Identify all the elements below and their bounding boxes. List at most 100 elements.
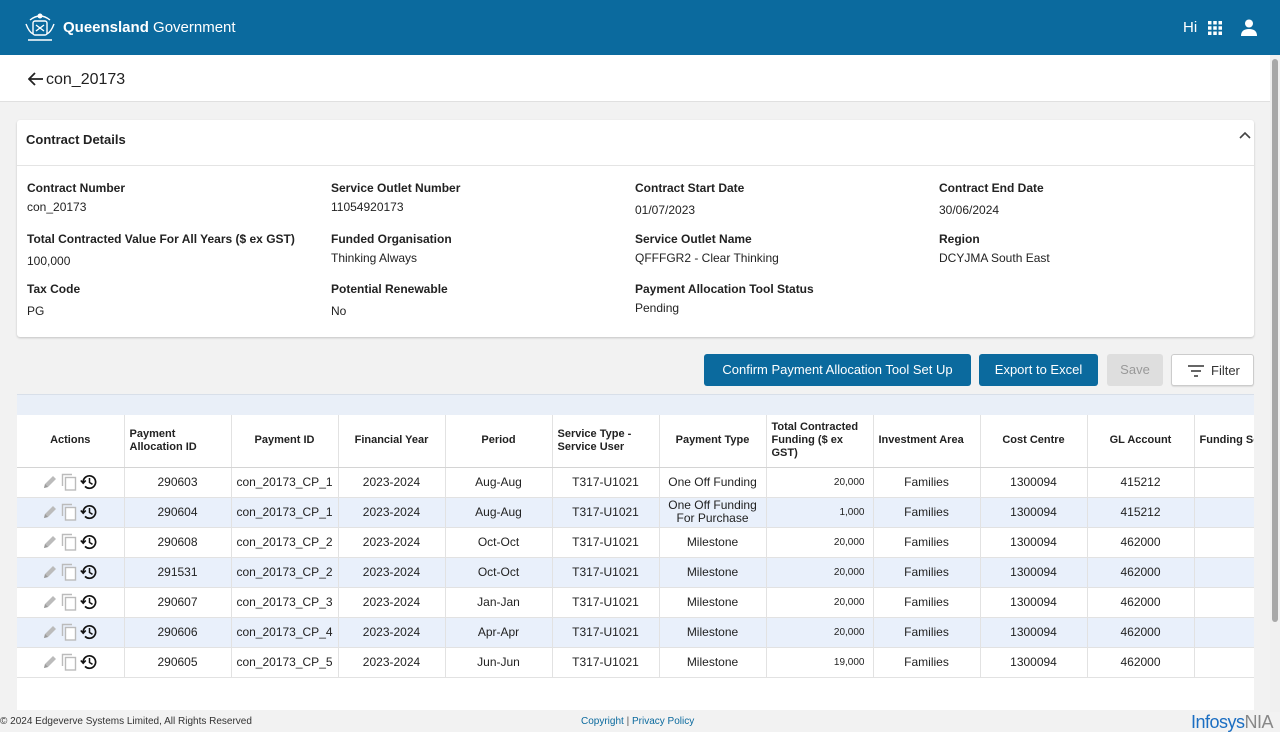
field-contract-start-date: Contract Start Date 01/07/2023 xyxy=(635,181,935,217)
payment-allocation-table: Actions Payment Allocation ID Payment ID… xyxy=(17,394,1254,710)
copyright-link[interactable]: Copyright xyxy=(581,716,624,727)
cell-total-funding: 20,000 xyxy=(766,527,874,558)
field-pat-status: Payment Allocation Tool Status Pending xyxy=(635,282,935,315)
vertical-scrollbar[interactable] xyxy=(1270,55,1280,712)
col-header-funding-source[interactable]: Funding Source xyxy=(1194,415,1254,468)
apps-grid-icon[interactable] xyxy=(1208,21,1222,35)
cell-allocation-id: 290604 xyxy=(124,497,232,528)
cell-investment-area: Families xyxy=(873,467,981,498)
cell-period: Oct-Oct xyxy=(445,527,553,558)
field-label: Service Outlet Number xyxy=(331,181,461,195)
cell-payment-id: con_20173_CP_3 xyxy=(231,587,339,618)
history-icon[interactable] xyxy=(80,473,98,491)
field-value: con_20173 xyxy=(27,200,87,214)
cell-service-type: T317-U1021 xyxy=(552,557,660,588)
col-header-cost-centre[interactable]: Cost Centre xyxy=(980,415,1088,468)
table-row: 290605 con_20173_CP_5 2023-2024 Jun-Jun T317… xyxy=(17,647,1254,678)
field-label: Contract Start Date xyxy=(635,181,745,195)
field-value: 100,000 xyxy=(27,254,71,268)
pencil-icon[interactable] xyxy=(42,594,58,610)
contract-details-header[interactable]: Contract Details xyxy=(17,120,1254,166)
field-value: PG xyxy=(27,304,45,318)
data-grid: Actions Payment Allocation ID Payment ID… xyxy=(17,415,1254,678)
col-header-service-type[interactable]: Service Type - Service User xyxy=(552,415,660,468)
cell-payment-id: con_20173_CP_2 xyxy=(231,557,339,588)
page-title: con_20173 xyxy=(46,71,126,88)
col-header-payment-allocation-id[interactable]: Payment Allocation ID xyxy=(124,415,232,468)
pencil-icon[interactable] xyxy=(42,654,58,670)
pencil-icon[interactable] xyxy=(42,564,58,580)
field-value: 11054920173 xyxy=(331,200,404,214)
privacy-policy-link[interactable]: Privacy Policy xyxy=(631,716,695,727)
field-value: Thinking Always xyxy=(331,251,418,265)
col-header-payment-id[interactable]: Payment ID xyxy=(231,415,339,468)
cell-financial-year: 2023-2024 xyxy=(338,557,446,588)
copy-icon[interactable] xyxy=(61,533,77,551)
cell-financial-year: 2023-2024 xyxy=(338,647,446,678)
cell-funding-source: Stat xyxy=(1194,467,1254,498)
col-header-payment-type[interactable]: Payment Type xyxy=(659,415,767,468)
cell-financial-year: 2023-2024 xyxy=(338,527,446,558)
copyright-text: © 2024 Edgeverve Systems Limited, All Ri… xyxy=(0,716,252,727)
cell-actions xyxy=(17,467,125,498)
confirm-pat-setup-button[interactable]: Confirm Payment Allocation Tool Set Up xyxy=(704,354,971,386)
pencil-icon[interactable] xyxy=(42,474,58,490)
pencil-icon[interactable] xyxy=(42,624,58,640)
history-icon[interactable] xyxy=(80,503,98,521)
cell-cost-centre: 1300094 xyxy=(980,557,1088,588)
cell-gl-account: 415212 xyxy=(1087,467,1195,498)
chevron-up-icon[interactable] xyxy=(1239,130,1251,140)
pencil-icon[interactable] xyxy=(42,504,58,520)
history-icon[interactable] xyxy=(80,593,98,611)
field-service-outlet-number: Service Outlet Number 11054920173 xyxy=(331,181,631,214)
col-header-gl-account[interactable]: GL Account xyxy=(1087,415,1195,468)
infosys-nia-logo: InfosysNIA xyxy=(1191,712,1274,732)
col-header-total-funding[interactable]: Total Contracted Funding ($ ex GST) xyxy=(766,415,874,468)
history-icon[interactable] xyxy=(80,653,98,671)
history-icon[interactable] xyxy=(80,623,98,641)
table-row: 290604 con_20173_CP_1 2023-2024 Aug-Aug T317… xyxy=(17,497,1254,528)
user-icon[interactable] xyxy=(1241,19,1257,36)
col-header-investment-area[interactable]: Investment Area xyxy=(873,415,981,468)
copy-icon[interactable] xyxy=(61,653,77,671)
cell-actions xyxy=(17,557,125,588)
cell-total-funding: 1,000 xyxy=(766,497,874,528)
cell-total-funding: 20,000 xyxy=(766,557,874,588)
brand-name[interactable]: Queensland Government xyxy=(63,19,236,36)
arrow-back-icon[interactable] xyxy=(28,72,44,86)
table-row: 290603 con_20173_CP_1 2023-2024 Aug-Aug T317… xyxy=(17,467,1254,498)
cell-period: Jun-Jun xyxy=(445,647,553,678)
col-header-actions[interactable]: Actions xyxy=(17,415,125,468)
cell-service-type: T317-U1021 xyxy=(552,587,660,618)
export-to-excel-button[interactable]: Export to Excel xyxy=(979,354,1098,386)
copy-icon[interactable] xyxy=(61,503,77,521)
col-header-financial-year[interactable]: Financial Year xyxy=(338,415,446,468)
cell-funding-source: Rever xyxy=(1194,557,1254,588)
cell-gl-account: 462000 xyxy=(1087,647,1195,678)
greeting-text: Hi xyxy=(1183,19,1198,36)
pencil-icon[interactable] xyxy=(42,534,58,550)
scrollbar-thumb[interactable] xyxy=(1272,59,1278,622)
field-service-outlet-name: Service Outlet Name QFFFGR2 - Clear Thin… xyxy=(635,232,935,265)
field-value: 30/06/2024 xyxy=(939,203,1000,217)
cell-cost-centre: 1300094 xyxy=(980,587,1088,618)
copy-icon[interactable] xyxy=(61,593,77,611)
cell-gl-account: 462000 xyxy=(1087,617,1195,648)
page-title-bar: con_20173 xyxy=(0,55,1270,102)
filter-button[interactable]: Filter xyxy=(1171,354,1254,386)
cell-payment-id: con_20173_CP_1 xyxy=(231,467,339,498)
cell-payment-type: Milestone xyxy=(659,527,767,558)
col-header-period[interactable]: Period xyxy=(445,415,553,468)
save-button[interactable]: Save xyxy=(1107,354,1163,386)
history-icon[interactable] xyxy=(80,533,98,551)
copy-icon[interactable] xyxy=(61,623,77,641)
cell-investment-area: Families xyxy=(873,557,981,588)
copy-icon[interactable] xyxy=(61,563,77,581)
table-row: 290606 con_20173_CP_4 2023-2024 Apr-Apr T317… xyxy=(17,617,1254,648)
field-label: Total Contracted Value For All Years ($ … xyxy=(27,232,295,246)
cell-funding-source: Stat xyxy=(1194,527,1254,558)
copy-icon[interactable] xyxy=(61,473,77,491)
field-label: Funded Organisation xyxy=(331,232,452,246)
history-icon[interactable] xyxy=(80,563,98,581)
